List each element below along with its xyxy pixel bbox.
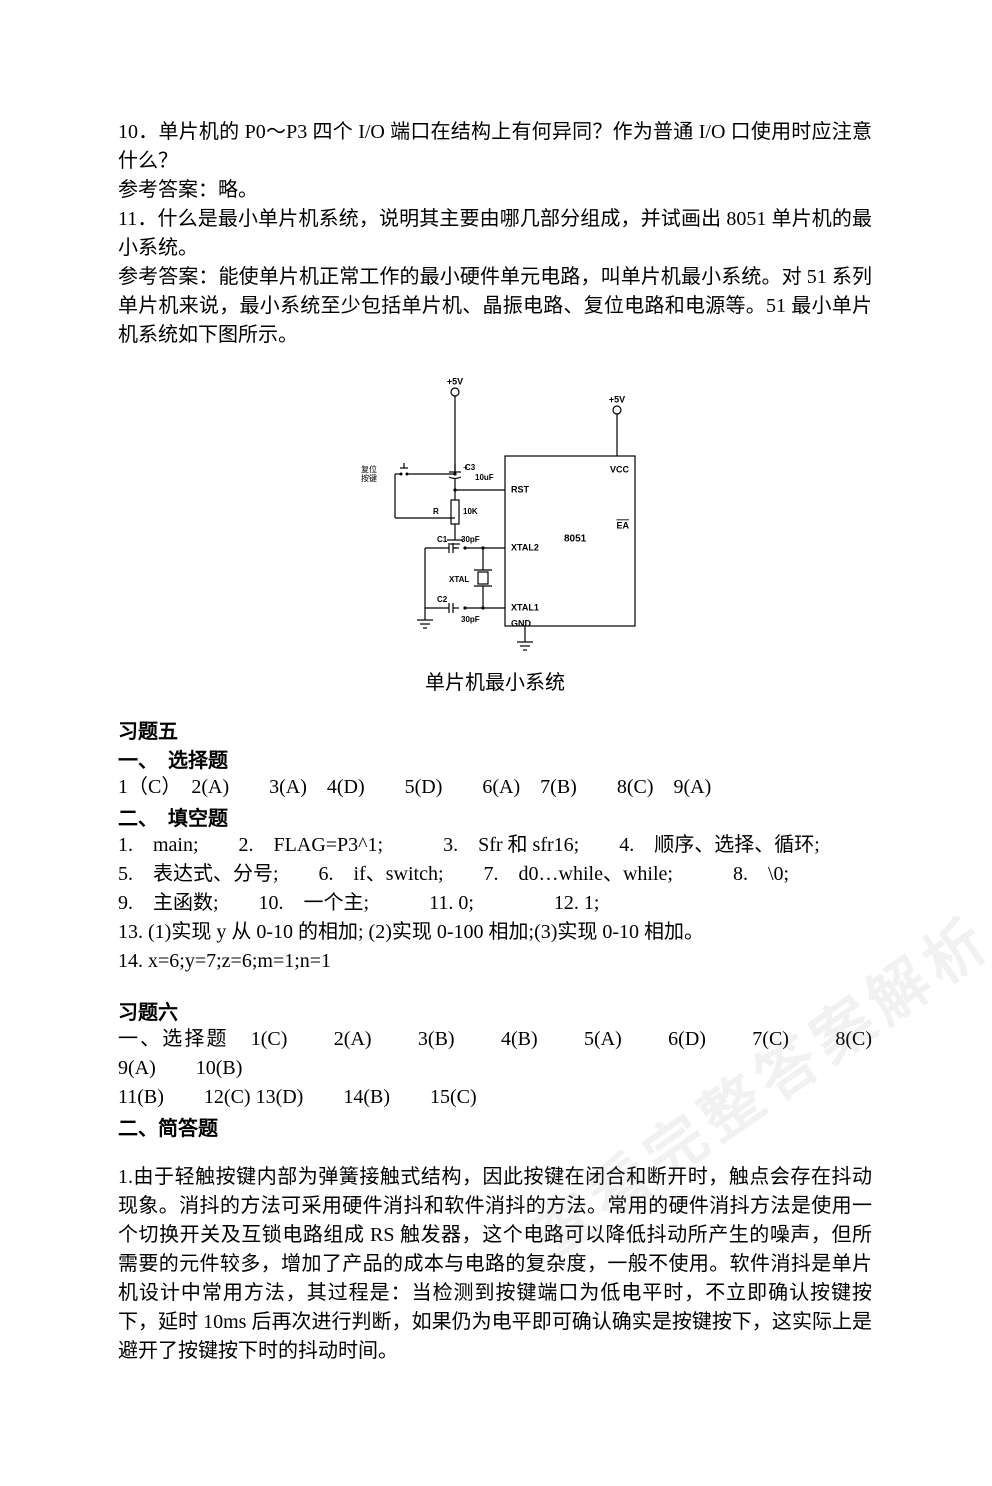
ex5-fill-5: 14. x=6;y=7;z=6;m=1;n=1 [118,947,872,976]
ex5-fill-3: 9. 主函数; 10. 一个主; 11. 0; 12. 1; [118,889,872,918]
svg-text:复位按键: 复位按键 [361,464,377,483]
svg-text:+5V: +5V [447,376,463,386]
ex5-sec2: 二、 填空题 [118,802,872,831]
svg-text:10uF: 10uF [475,473,494,482]
svg-text:30pF: 30pF [461,535,480,544]
circuit-diagram: 8051RSTVCCEAXTAL2XTAL1GND+5V+5V+C310uF复位… [325,358,665,658]
svg-text:10K: 10K [463,507,478,516]
svg-text:XTAL: XTAL [449,575,469,584]
svg-text:RST: RST [511,484,530,494]
ex6-sec2: 二、简答题 [118,1112,872,1141]
ex5-fill-1: 1. main; 2. FLAG=P3^1; 3. Sfr 和 sfr16; 4… [118,831,872,860]
ex5-title: 习题五 [118,715,872,744]
diagram-caption: 单片机最小系统 [425,666,565,695]
svg-text:+5V: +5V [609,394,625,404]
ex5-sec1: 一、 选择题 [118,744,872,773]
q10-title: 10．单片机的 P0～P3 四个 I/O 端口在结构上有何异同？作为普通 I/O… [118,118,872,176]
q11-title: 11．什么是最小单片机系统，说明其主要由哪几部分组成，并试画出 8051 单片机… [118,205,872,263]
svg-text:R: R [433,507,439,516]
svg-text:8051: 8051 [564,534,587,545]
svg-text:XTAL1: XTAL1 [511,602,539,612]
ex6-choices-1: 一、选择题 1(C) 2(A) 3(B) 4(B) 5(A) 6(D) 7(C)… [118,1025,872,1083]
ex5-choices: 1（C） 2(A) 3(A) 4(D) 5(D) 6(A) 7(B) 8(C) … [118,773,872,802]
svg-text:GND: GND [511,618,532,628]
ex6-title: 习题六 [118,996,872,1025]
diagram-wrap: 8051RSTVCCEAXTAL2XTAL1GND+5V+5V+C310uF复位… [118,358,872,695]
svg-text:EA: EA [616,520,629,530]
page: 查看完整答案解析 10．单片机的 P0～P3 四个 I/O 端口在结构上有何异同… [0,0,992,1486]
q10-answer: 参考答案：略。 [118,176,872,205]
svg-text:30pF: 30pF [461,615,480,624]
ex5-fill-2: 5. 表达式、分号; 6. if、switch; 7. d0…while、whi… [118,860,872,889]
svg-text:VCC: VCC [610,464,630,474]
q11-answer: 参考答案：能使单片机正常工作的最小硬件单元电路，叫单片机最小系统。对 51 系列… [118,263,872,350]
ex6-choices-2: 11(B) 12(C) 13(D) 14(B) 15(C) [118,1083,872,1112]
ex5-fill-4: 13. (1)实现 y 从 0-10 的相加; (2)实现 0-100 相加;(… [118,918,872,947]
svg-text:C1: C1 [437,535,448,544]
ex6-sa1: 1.由于轻触按键内部为弹簧接触式结构，因此按键在闭合和断开时，触点会存在抖动现象… [118,1163,872,1366]
svg-text:C3: C3 [465,463,476,472]
svg-text:XTAL2: XTAL2 [511,542,539,552]
svg-text:C2: C2 [437,595,448,604]
